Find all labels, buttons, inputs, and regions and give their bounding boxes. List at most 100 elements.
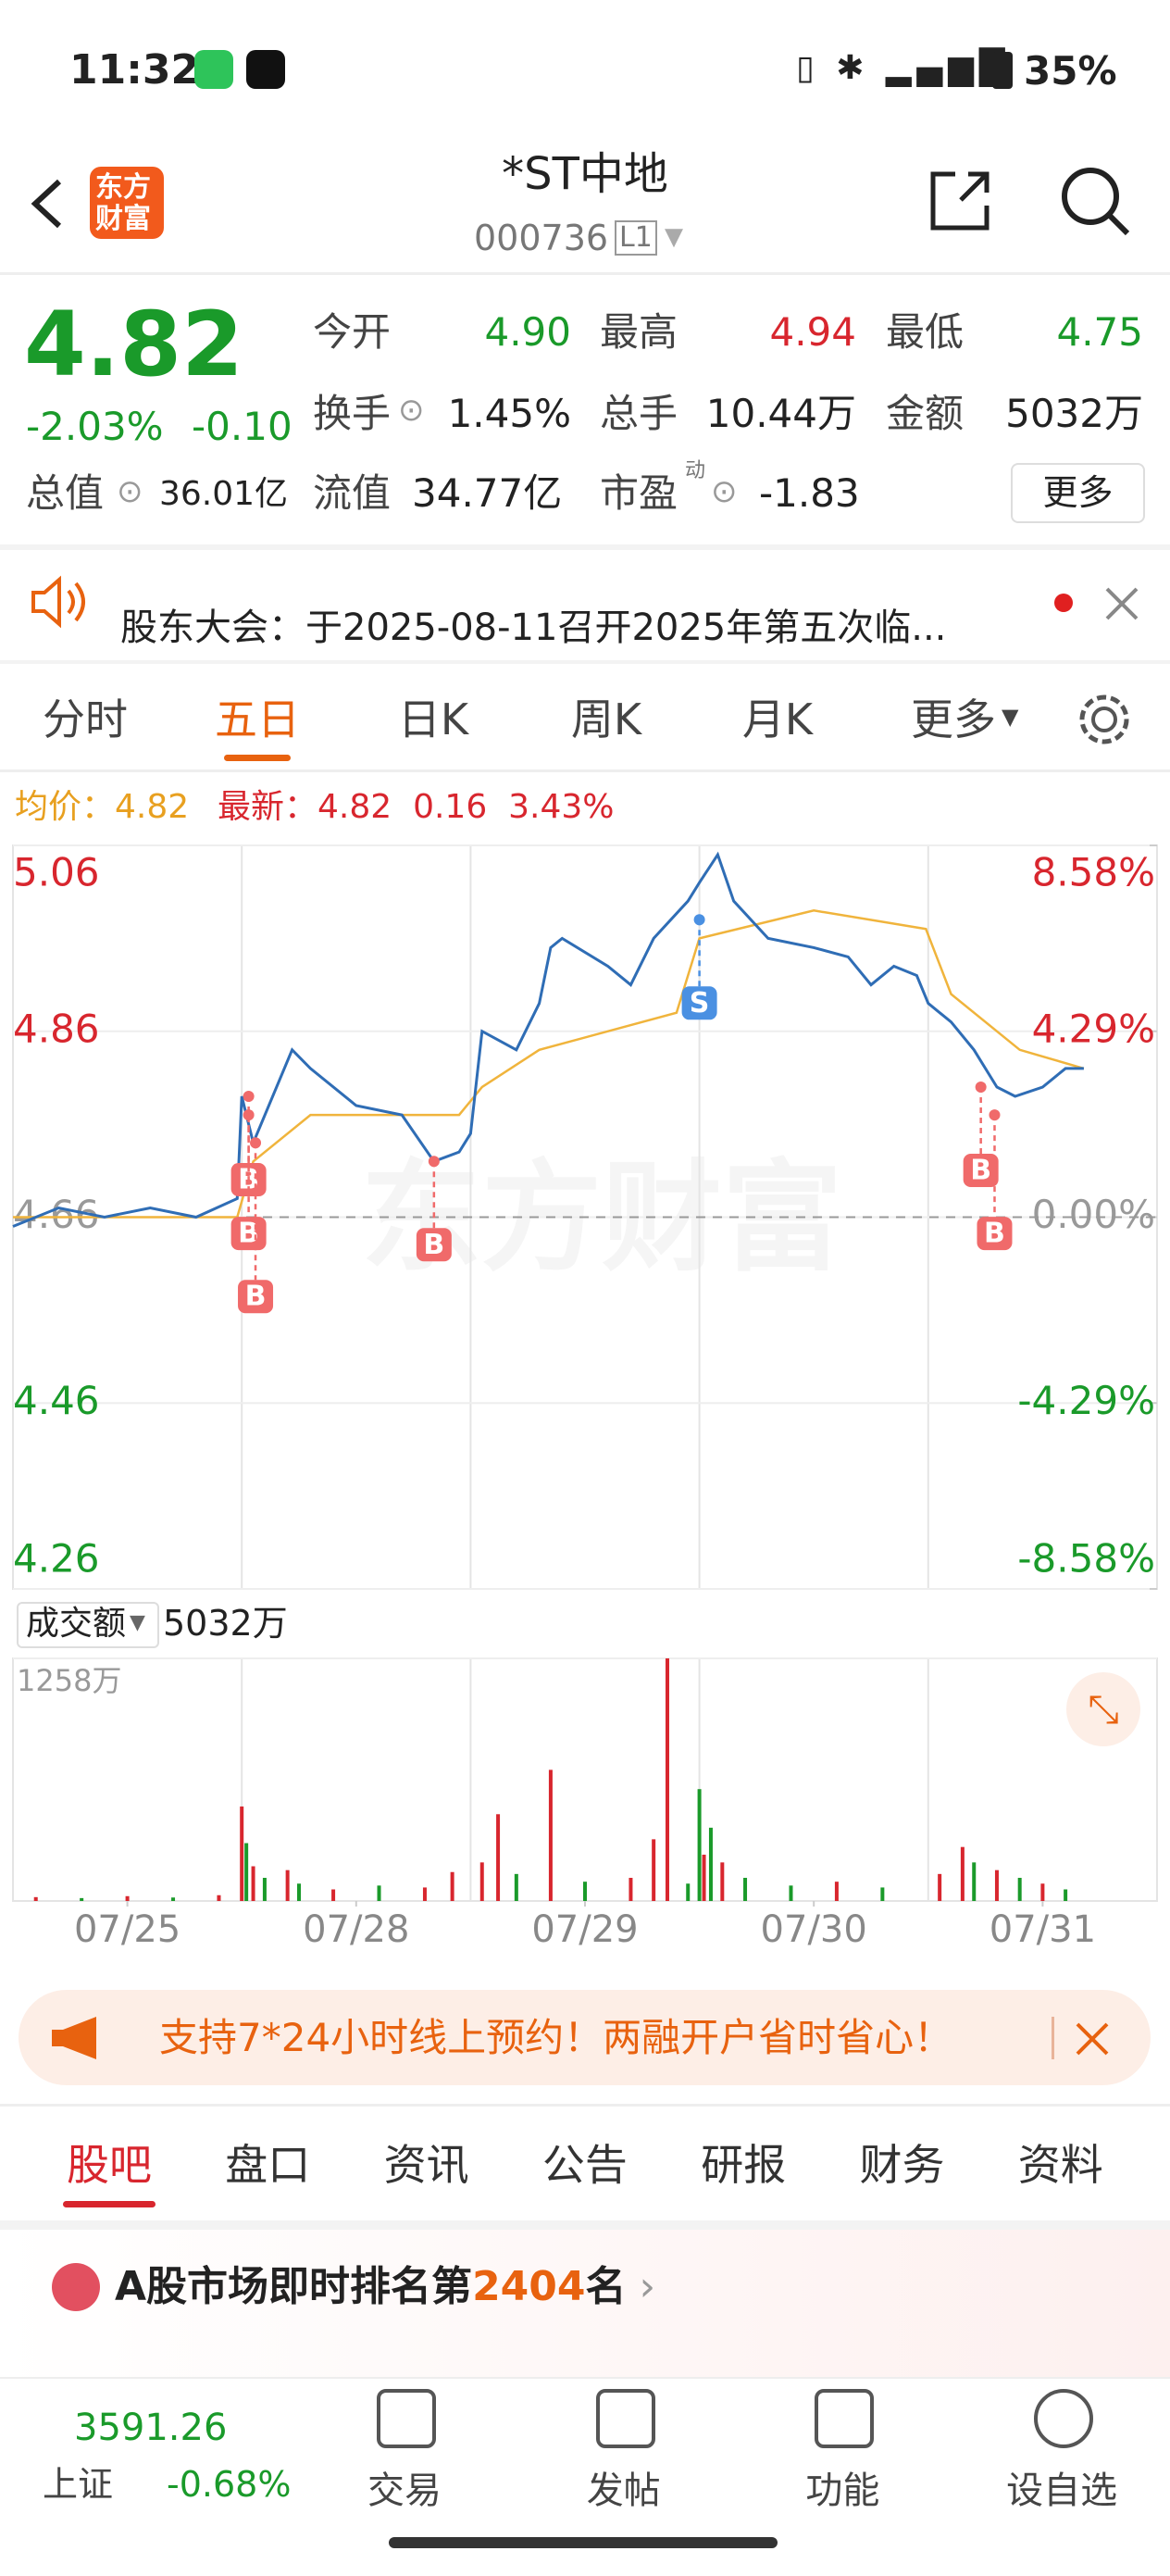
ranking-suffix: 名 — [585, 2263, 627, 2310]
x-tick-label: 07/30 — [761, 1908, 867, 1951]
volume-bar — [994, 1869, 999, 1901]
trade-label: B — [238, 1218, 259, 1250]
volume-bar — [880, 1887, 885, 1901]
info-icon[interactable]: ⊙ — [117, 473, 143, 510]
ranking-number: 2404 — [472, 2263, 586, 2310]
plot-frame — [12, 1657, 1158, 1902]
nav-icon[interactable] — [595, 2389, 655, 2448]
info-icon[interactable]: ⊙ — [711, 473, 738, 510]
content-tab[interactable]: 股吧 — [67, 2140, 152, 2190]
period-tab[interactable]: 五日 — [215, 694, 300, 744]
y-tick-label: 4.86 — [13, 1006, 100, 1051]
trade-badge — [963, 1153, 999, 1187]
logo-text: 财富 — [95, 203, 151, 235]
logo-text: 东方 — [95, 171, 151, 204]
nav-icon[interactable] — [1034, 2389, 1094, 2448]
notice-text[interactable]: 股东大会：于2025-08-11召开2025年第五次临... — [120, 606, 947, 649]
dropdown[interactable]: ▼ — [665, 223, 683, 251]
promo-banner[interactable] — [19, 1990, 1151, 2085]
content-tab[interactable]: 资讯 — [383, 2140, 469, 2190]
back-button[interactable] — [26, 176, 67, 231]
field-value: 5032万 — [1005, 391, 1143, 436]
field-value: 4.90 — [484, 309, 571, 355]
volume-bar — [686, 1883, 691, 1901]
field-label: 今开 — [313, 309, 392, 355]
volume-bar — [244, 1843, 249, 1901]
field-value: -1.83 — [759, 470, 860, 516]
volume-bar — [834, 1882, 839, 1901]
content-tab[interactable]: 财务 — [859, 2140, 945, 2190]
ranking-panel — [0, 2230, 1170, 2377]
content-tab[interactable]: 研报 — [701, 2140, 787, 2190]
volume-bar — [960, 1846, 965, 1901]
nav-label[interactable]: 功能 — [805, 2470, 880, 2512]
index-change[interactable]: -0.68% — [167, 2464, 292, 2505]
share-button[interactable] — [927, 167, 994, 233]
trade-point — [693, 914, 705, 926]
trade-point — [428, 1156, 440, 1168]
divider — [0, 769, 1170, 772]
ranking-text[interactable]: A股市场即时排名第2404名 › — [115, 2263, 656, 2310]
trade-label: B — [984, 1218, 1005, 1250]
close-promo[interactable] — [1074, 2020, 1111, 2057]
nav-label[interactable]: 设自选 — [1006, 2470, 1118, 2512]
index-name[interactable]: 上证 — [43, 2464, 114, 2505]
period-tab[interactable]: 分时 — [43, 694, 128, 744]
volume-bar — [702, 1855, 706, 1901]
dropdown[interactable]: ▼ — [130, 1611, 145, 1634]
field-value: 4.94 — [769, 309, 856, 355]
ranking-icon — [52, 2263, 100, 2311]
y2-tick-label: 4.29% — [1032, 1006, 1155, 1051]
dropdown[interactable]: ▼ — [1002, 704, 1019, 730]
volume-bar — [972, 1862, 977, 1901]
content-tab[interactable]: 公告 — [541, 2140, 628, 2190]
index-value[interactable]: 3591.26 — [74, 2407, 228, 2449]
volume-bar — [496, 1814, 501, 1901]
avg-label: 均价：4.82 — [15, 791, 189, 824]
trade-label: S — [690, 987, 710, 1019]
nav-icon[interactable] — [377, 2389, 436, 2448]
last-price: 4.82 — [24, 293, 243, 396]
pe-type: 动 — [685, 459, 706, 482]
settings-button[interactable] — [1076, 691, 1133, 748]
y-tick-label: 5.06 — [13, 850, 100, 895]
wechat-icon — [194, 50, 233, 89]
volume-bar — [1064, 1889, 1068, 1901]
volume-label[interactable]: 成交额 — [26, 1605, 127, 1643]
field-value: 34.77亿 — [412, 470, 563, 516]
y2-tick-label: 8.58% — [1032, 850, 1155, 895]
expand-button[interactable]: ⤡ — [1066, 1672, 1140, 1746]
info-icon[interactable]: ⊙ — [398, 392, 425, 429]
volume-bar — [331, 1889, 336, 1901]
nav-icon[interactable] — [815, 2389, 875, 2448]
close-notice[interactable] — [1103, 585, 1140, 622]
volume-selector[interactable] — [17, 1602, 159, 1648]
y-tick-label: 4.26 — [13, 1536, 100, 1582]
nav-label[interactable]: 发帖 — [586, 2470, 661, 2512]
battery-icon — [992, 52, 1013, 89]
trade-badge — [977, 1217, 1013, 1251]
field-label: 金额 — [886, 391, 965, 436]
period-tab[interactable]: 更多 — [911, 694, 996, 744]
search-button[interactable] — [1057, 163, 1133, 239]
period-tab[interactable]: 日K — [397, 694, 469, 744]
last-value: 4.82 — [317, 788, 392, 826]
y-tick-label: 1258万 — [17, 1663, 121, 1698]
period-tab[interactable]: 月K — [741, 694, 814, 744]
volume-bar — [938, 1873, 942, 1901]
promo-text[interactable]: 支持7*24小时线上预约！两融开户省时省心！ — [159, 2015, 953, 2060]
x-tick-label: 07/25 — [74, 1908, 180, 1951]
content-tab[interactable]: 资料 — [1017, 2140, 1103, 2190]
volume-bar — [479, 1862, 484, 1901]
volume-bar — [720, 1862, 725, 1901]
content-tab[interactable]: 盘口 — [225, 2140, 311, 2190]
nav-label[interactable]: 交易 — [367, 2470, 442, 2512]
field-value: 1.45% — [447, 391, 571, 436]
volume-bar — [251, 1866, 255, 1901]
more-button[interactable]: 更多 — [1011, 463, 1145, 523]
period-tab[interactable]: 周K — [570, 694, 642, 744]
trade-point — [243, 1109, 255, 1121]
volume-bar — [514, 1873, 518, 1901]
megaphone-icon — [52, 2017, 96, 2059]
